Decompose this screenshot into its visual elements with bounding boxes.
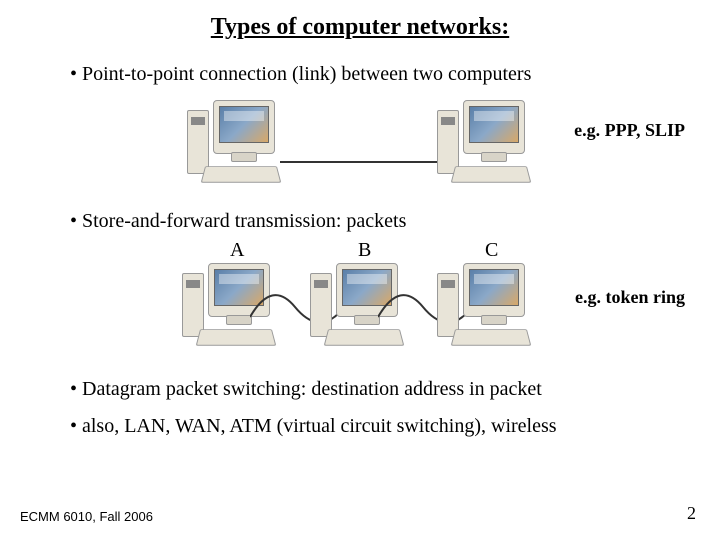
bullet-1: • Point-to-point connection (link) betwe… xyxy=(70,63,690,86)
slide-title: Types of computer networks: xyxy=(30,14,690,41)
diagram-label: e.g. token ring xyxy=(575,287,685,308)
computer-icon xyxy=(185,100,285,190)
bullet-2: • Store-and-forward transmission: packet… xyxy=(70,210,690,233)
bullet-3: • Datagram packet switching: destination… xyxy=(70,378,690,401)
bullet-4: • also, LAN, WAN, ATM (virtual circuit s… xyxy=(70,415,690,438)
diagram-store-forward: A B C e.g. token ring xyxy=(30,239,690,364)
computer-icon xyxy=(435,100,535,190)
page-number: 2 xyxy=(687,503,696,524)
node-label-b: B xyxy=(358,239,371,262)
computer-icon xyxy=(435,263,535,353)
slide: Types of computer networks: • Point-to-p… xyxy=(0,0,720,540)
cable-line xyxy=(280,152,450,172)
diagram-label: e.g. PPP, SLIP xyxy=(574,120,685,141)
footer-course: ECMM 6010, Fall 2006 xyxy=(20,509,153,524)
node-label-c: C xyxy=(485,239,498,262)
node-label-a: A xyxy=(230,239,244,262)
diagram-p2p: e.g. PPP, SLIP xyxy=(30,92,690,202)
